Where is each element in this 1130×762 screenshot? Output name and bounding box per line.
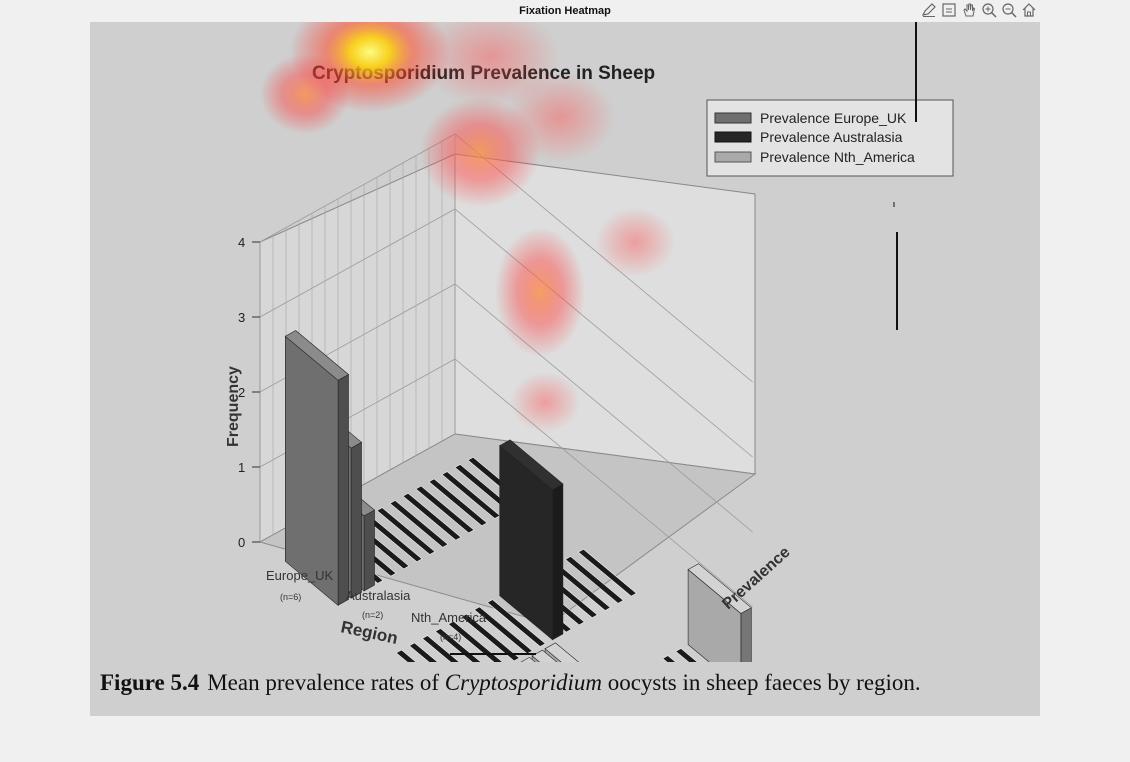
bar-top (499, 439, 564, 491)
z-tick-label: 1 (238, 460, 245, 475)
caption-italic: Cryptosporidium (444, 670, 602, 695)
bar-top (531, 649, 558, 662)
bar (284, 330, 350, 606)
legend-swatch-australasia (714, 131, 752, 143)
edit-icon[interactable] (920, 1, 938, 19)
bar-side (552, 483, 564, 641)
floor-slat (428, 478, 488, 527)
legend-label-nth-america: Prevalence Nth_America (760, 149, 915, 165)
region-n-nth-america: (n=4) (440, 632, 461, 642)
floor-slat (662, 655, 677, 662)
bar-top (687, 563, 752, 614)
zoom-out-icon[interactable] (1000, 1, 1018, 19)
figure-caption: Figure 5.4 Mean prevalence rates of Crypt… (100, 670, 1030, 696)
bar-front (285, 335, 339, 606)
z-tick-label: 2 (238, 385, 245, 400)
z-tick-label: 4 (238, 235, 245, 250)
region-label-europe: Europe_UK (266, 568, 334, 583)
pan-icon[interactable] (960, 1, 978, 19)
bar-side (350, 441, 362, 599)
bar-top (520, 656, 536, 662)
bar-top (544, 642, 579, 662)
figure-toolbar (920, 1, 1038, 21)
save-icon[interactable] (940, 1, 958, 19)
floor-slat (460, 613, 520, 662)
legend-swatch-europe (714, 112, 752, 124)
z-axis-label: Prevalence (719, 544, 793, 613)
caption-text-after: oocysts in sheep faeces by region. (607, 670, 921, 695)
floor-slat (473, 606, 533, 655)
caption-text-before: Mean prevalence rates of (207, 670, 440, 695)
bars (284, 330, 752, 662)
floor-slat (402, 492, 462, 541)
y-axis-label: Frequency (225, 366, 242, 447)
bar-top (284, 330, 350, 381)
floor-slat (376, 507, 436, 555)
bar-side (740, 607, 752, 662)
bar (520, 656, 536, 662)
caption-number: Figure 5.4 (100, 670, 200, 695)
legend-label-europe: Prevalence Europe_UK (760, 110, 907, 126)
legend: Prevalence Europe_UK Prevalence Australa… (706, 99, 954, 177)
z-axis: 0 1 2 3 4 (238, 235, 260, 550)
region-n-europe: (n=6) (280, 592, 301, 602)
z-tick-label: 0 (238, 535, 245, 550)
zoom-in-icon[interactable] (980, 1, 998, 19)
home-icon[interactable] (1020, 1, 1038, 19)
floor-slat (421, 635, 460, 662)
floor-slat (408, 642, 439, 662)
fixation-heatmap-overlay (260, 22, 675, 432)
floor-slat (564, 556, 624, 604)
legend-label-australasia: Prevalence Australasia (760, 129, 903, 145)
floor-slat (577, 548, 637, 597)
region-label-nth-america: Nth_America (411, 610, 487, 625)
bar (687, 563, 752, 662)
region-label-australasia: Australasia (346, 588, 411, 603)
legend-swatch-nth-america (714, 151, 752, 163)
floor-slat (389, 500, 449, 548)
floor-slat (486, 599, 546, 647)
x-axis-label: Region (339, 617, 399, 648)
window-title: Fixation Heatmap (519, 5, 611, 17)
region-n-australasia: (n=2) (362, 610, 383, 620)
floor-slat (395, 649, 417, 662)
bar-side (337, 373, 349, 606)
bar (544, 642, 579, 662)
z-tick-label: 3 (238, 310, 245, 325)
bar-side (363, 509, 375, 592)
floor-slat (675, 648, 698, 662)
bar (531, 649, 558, 662)
floor-slat (415, 485, 475, 534)
bar (499, 439, 564, 641)
